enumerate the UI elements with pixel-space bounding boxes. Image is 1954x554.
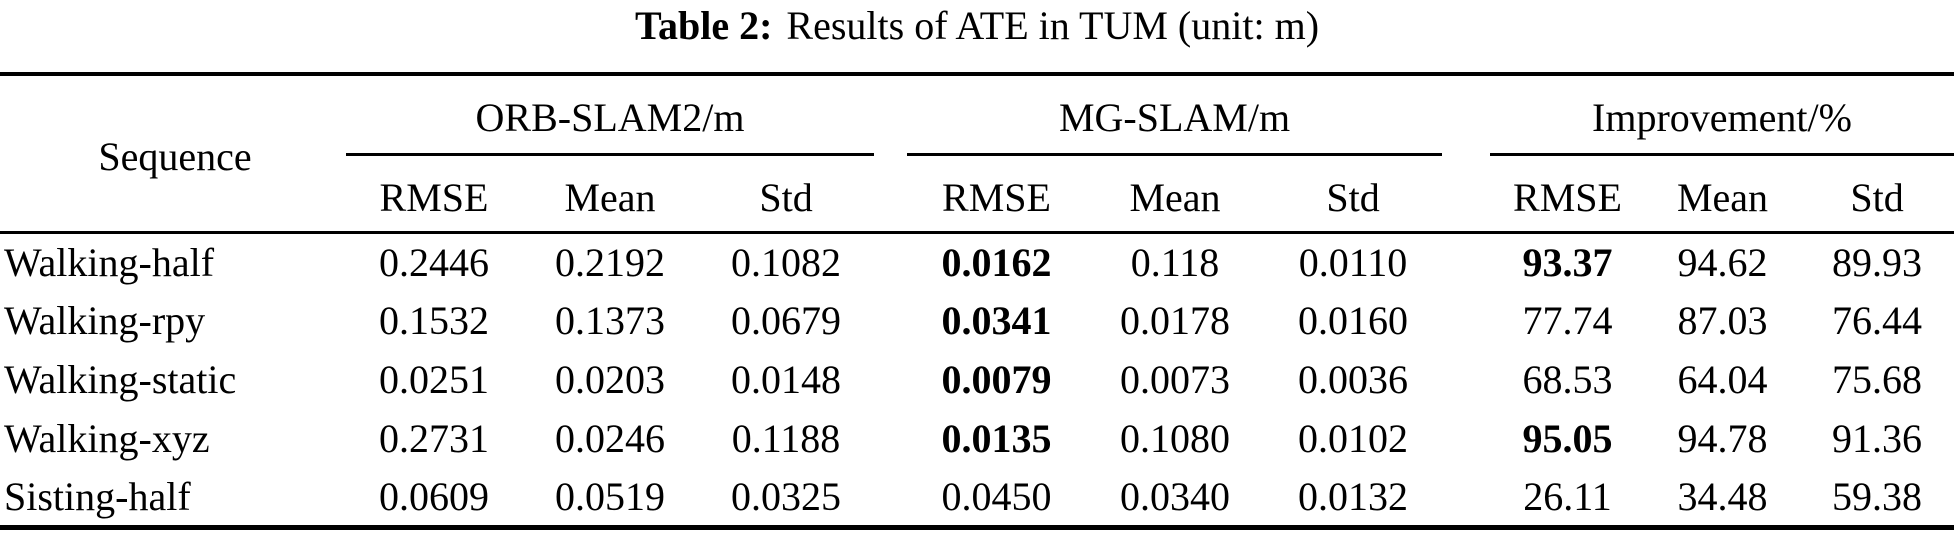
table-row: Walking-rpy 0.1532 0.1373 0.0679 0.0341 …	[0, 291, 1954, 350]
cell-value: 0.0341	[941, 298, 1052, 343]
cell-value: 93.37	[1490, 230, 1646, 291]
cell-value: 0.0450	[907, 468, 1087, 530]
cell-value: 0.0203	[555, 357, 665, 402]
column-spacer	[1442, 468, 1491, 530]
column-spacer	[1442, 409, 1490, 468]
cell-value: 0.1188	[731, 416, 841, 461]
results-table: Sequence ORB-SLAM2/m MG-SLAM/m Improveme…	[0, 72, 1954, 530]
cell-value: 0.1373	[555, 298, 665, 343]
cell-value: 89.93	[1800, 230, 1954, 291]
subheader-orb-std: Std	[759, 174, 813, 220]
cell-sequence: Walking-xyz	[4, 416, 210, 461]
column-spacer	[874, 291, 907, 350]
subheader-mg-std: Std	[1326, 174, 1380, 220]
subheader-impr-mean: Mean	[1676, 174, 1769, 220]
column-spacer	[1442, 350, 1490, 409]
cell-value: 0.0135	[941, 416, 1052, 461]
cell-value: 87.03	[1677, 298, 1768, 343]
cell-value: 0.0132	[1264, 468, 1443, 530]
column-spacer	[874, 468, 908, 530]
header-sequence: Sequence	[0, 72, 346, 232]
cell-value: 0.0160	[1298, 298, 1409, 343]
cell-value: 0.2731	[379, 416, 489, 461]
subheader-impr-std: Std	[1850, 174, 1904, 220]
subheader-orb-rmse: RMSE	[379, 174, 489, 220]
cell-value: 64.04	[1677, 357, 1768, 402]
cell-value: 0.0340	[1086, 468, 1265, 530]
cell-value: 34.48	[1645, 468, 1801, 530]
cell-value: 0.0609	[346, 468, 522, 530]
cell-value: 0.0148	[731, 357, 841, 402]
cell-sequence: Walking-half	[0, 230, 346, 291]
cell-value: 0.0036	[1298, 357, 1409, 402]
table-row: Sisting-half 0.0609 0.0519 0.0325 0.0450…	[0, 468, 1954, 530]
sub-header-row: RMSE Mean Std RMSE Mean Std RMSE Mean St…	[0, 154, 1954, 232]
cell-value: 91.36	[1832, 416, 1923, 461]
cell-value: 0.0162	[907, 230, 1087, 291]
column-spacer	[874, 409, 907, 468]
cell-value: 94.78	[1677, 416, 1768, 461]
group-header-improvement: Improvement/%	[1490, 72, 1954, 156]
group-header-mg-slam: MG-SLAM/m	[907, 72, 1443, 156]
subheader-mg-mean: Mean	[1129, 174, 1221, 220]
cell-value: 75.68	[1832, 357, 1923, 402]
cell-value: 0.0102	[1298, 416, 1409, 461]
cell-value: 0.2446	[346, 230, 522, 291]
cell-value: 0.1080	[1120, 416, 1231, 461]
table-caption-label: Table 2:	[634, 3, 773, 48]
cell-value: 0.0325	[698, 468, 875, 530]
cell-sequence: Walking-static	[4, 357, 237, 402]
cell-value: 0.2192	[522, 230, 698, 291]
cell-value: 0.0246	[555, 416, 665, 461]
cell-value: 76.44	[1832, 298, 1923, 343]
cell-value: 68.53	[1522, 357, 1613, 402]
cell-value: 0.1082	[698, 230, 875, 291]
column-spacer	[1442, 291, 1490, 350]
cell-value: 0.0251	[379, 357, 489, 402]
cell-value: 0.0110	[1264, 230, 1443, 291]
column-spacer	[874, 350, 907, 409]
cell-value: 0.0679	[731, 298, 841, 343]
column-spacer	[1442, 72, 1491, 232]
cell-value: 59.38	[1800, 468, 1954, 530]
group-header-orb-slam2: ORB-SLAM2/m	[346, 72, 875, 156]
column-spacer	[874, 230, 908, 291]
subheader-mg-rmse: RMSE	[942, 174, 1051, 220]
column-spacer	[1442, 230, 1491, 291]
table-row: Walking-half 0.2446 0.2192 0.1082 0.0162…	[0, 230, 1954, 291]
cell-value: 26.11	[1490, 468, 1646, 530]
subheader-orb-mean: Mean	[564, 174, 656, 220]
cell-value: 95.05	[1522, 416, 1613, 461]
cell-value: 0.0079	[941, 357, 1052, 402]
table-caption-text: Results of ATE in TUM (unit: m)	[786, 3, 1320, 48]
cell-value: 0.1532	[379, 298, 489, 343]
group-header-row: Sequence ORB-SLAM2/m MG-SLAM/m Improveme…	[0, 72, 1954, 232]
cell-sequence: Walking-rpy	[4, 298, 206, 343]
cell-value: 77.74	[1522, 298, 1613, 343]
table-caption: Table 2: Results of ATE in TUM (unit: m)	[0, 2, 1954, 50]
column-spacer	[874, 72, 908, 232]
cell-value: 0.0073	[1120, 357, 1231, 402]
table-row: Walking-static 0.0251 0.0203 0.0148 0.00…	[0, 350, 1954, 409]
cell-value: 0.0519	[522, 468, 698, 530]
cell-value: 0.0178	[1120, 298, 1231, 343]
cell-value: 0.118	[1086, 230, 1265, 291]
table-row: Walking-xyz 0.2731 0.0246 0.1188 0.0135 …	[0, 409, 1954, 468]
subheader-impr-rmse: RMSE	[1513, 174, 1622, 220]
cell-sequence: Sisting-half	[0, 468, 346, 530]
cell-value: 94.62	[1645, 230, 1801, 291]
